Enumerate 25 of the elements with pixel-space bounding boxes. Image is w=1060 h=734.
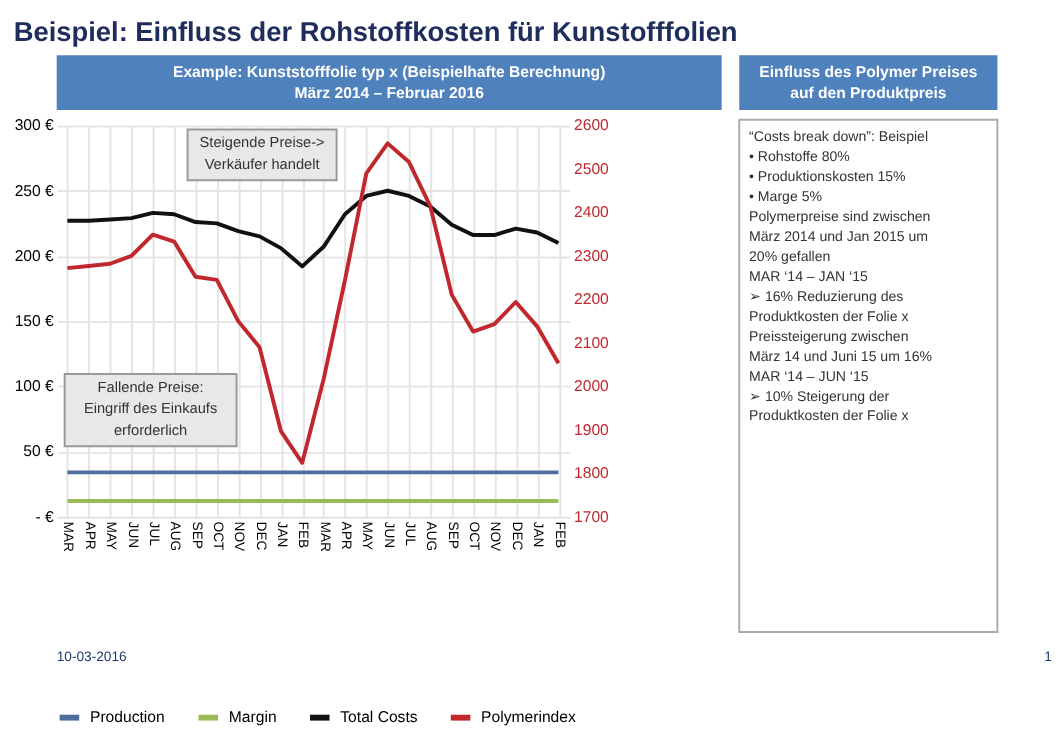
y-tick-label: 200 € xyxy=(14,246,56,265)
y2-tick-label: 1700 xyxy=(574,507,611,526)
legend-label: Polymerindex xyxy=(481,707,576,726)
y2-tick-label: 2000 xyxy=(574,377,611,396)
y2-tick-label: 2400 xyxy=(574,203,611,222)
y-tick-label: 150 € xyxy=(14,312,56,331)
y-tick-label: 300 € xyxy=(14,116,56,135)
y-tick-label: 100 € xyxy=(14,377,56,396)
y2-tick-label: 2200 xyxy=(574,290,611,309)
y2-tick-label: 1800 xyxy=(574,464,611,483)
legend-label: Total Costs xyxy=(340,707,418,726)
y-tick-label: 250 € xyxy=(14,181,56,200)
y-tick-label: 50 € xyxy=(23,442,56,461)
y2-tick-label: 2600 xyxy=(574,116,611,135)
y2-tick-label: 1900 xyxy=(574,420,611,439)
y2-tick-label: 2100 xyxy=(574,333,611,352)
chart-subtitle: Example: Kunststofffolie typ x (Beispielhafte Berechnung) März 2014 – Februar 2016 xyxy=(173,62,607,103)
y2-tick-label: 2500 xyxy=(574,159,611,178)
line-series xyxy=(65,188,561,269)
y-tick-label: - € xyxy=(35,507,56,526)
y2-tick-label: 2300 xyxy=(574,246,611,265)
text: Einfluss des Polymer Preises auf den Produktpreis xyxy=(759,62,979,103)
legend-label: Production xyxy=(89,707,165,726)
legend-label: Margin xyxy=(228,707,277,726)
chart-title: Beispiel: Einfluss der Rohstoffkosten für Kunstofffolien xyxy=(13,17,738,48)
